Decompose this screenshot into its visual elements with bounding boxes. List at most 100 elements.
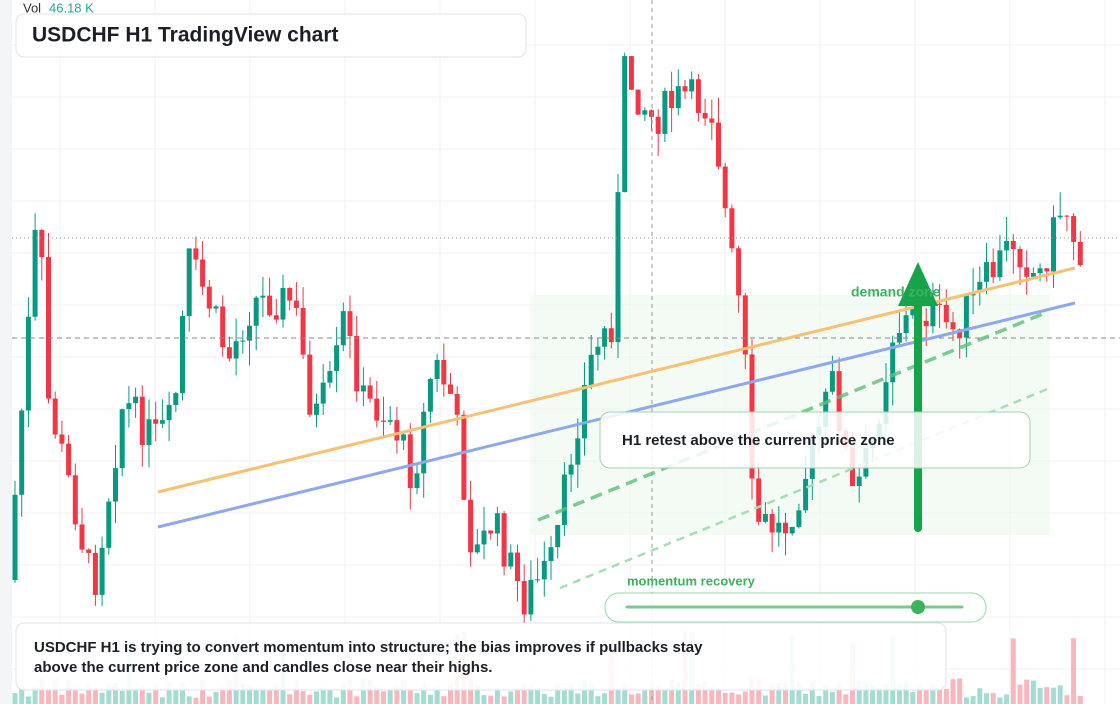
- volume-bar: [474, 685, 480, 704]
- title: USDCHF H1 TradingView chart: [32, 24, 339, 47]
- candle-body: [742, 295, 748, 355]
- volume-bar: [575, 693, 581, 704]
- volume-bar: [448, 685, 453, 704]
- volume-bar: [515, 688, 520, 704]
- volume-bar: [1051, 687, 1056, 704]
- retest-label: H1 retest above the current price zone: [622, 432, 895, 449]
- candle-body: [575, 438, 581, 465]
- volume-bar: [394, 685, 400, 704]
- volume-bar: [260, 687, 266, 704]
- volume-bar: [240, 683, 246, 704]
- candle-body: [635, 89, 641, 115]
- volume-bar: [99, 692, 105, 704]
- volume-bar: [742, 691, 748, 704]
- volume-bar: [635, 693, 641, 704]
- candle-body: [494, 513, 500, 534]
- candle-body: [1057, 215, 1063, 218]
- zone-label: demand zone: [851, 284, 941, 300]
- volume-bar: [736, 694, 742, 704]
- candle-body: [903, 315, 909, 334]
- volume-bar: [119, 690, 125, 704]
- candle-body: [1044, 268, 1050, 272]
- momentum-label: momentum recovery: [627, 573, 756, 588]
- volume-bar: [722, 692, 728, 704]
- volume-bar: [481, 695, 487, 704]
- candle-body: [454, 393, 460, 415]
- candle-body: [46, 257, 51, 399]
- candle-body: [106, 501, 112, 548]
- candle-body: [327, 370, 333, 383]
- volume-bar: [930, 683, 936, 704]
- volume-bar: [615, 690, 621, 704]
- candle-body: [66, 443, 72, 476]
- candle-body: [662, 90, 668, 134]
- volume-bar: [1044, 687, 1050, 704]
- volume-bar: [762, 695, 768, 704]
- vol-value: 46.18 K: [49, 0, 94, 15]
- candle-body: [240, 340, 246, 342]
- candle-body: [762, 513, 768, 522]
- volume-bar: [300, 691, 306, 704]
- candle-body: [146, 419, 152, 445]
- candle-body: [200, 259, 206, 287]
- volume-bar: [414, 693, 420, 704]
- volume-bar: [334, 697, 340, 704]
- volume-bar: [180, 682, 185, 704]
- volume-bar: [803, 693, 809, 704]
- volume-bar: [267, 690, 273, 704]
- volume-bar: [287, 694, 293, 704]
- candle-body: [448, 384, 453, 394]
- volume-bar: [662, 687, 668, 704]
- candle-body: [39, 229, 45, 258]
- volume-bar: [1057, 685, 1063, 704]
- candle-body: [669, 90, 675, 109]
- candle-body: [1010, 240, 1016, 250]
- candle-body: [783, 522, 788, 534]
- volume-bar: [1004, 694, 1010, 704]
- volume-bar: [863, 681, 869, 704]
- candle-body: [233, 341, 239, 359]
- volume-bar: [340, 683, 346, 704]
- volume-bar: [401, 679, 407, 704]
- candle-body: [381, 420, 386, 422]
- candle-body: [387, 420, 393, 422]
- volume-bar: [320, 686, 326, 704]
- volume-bar: [354, 696, 360, 704]
- candle-body: [890, 342, 896, 383]
- candle-body: [139, 396, 145, 445]
- candle-body: [99, 547, 105, 595]
- candle-body: [515, 552, 520, 582]
- vol-label: Vol: [23, 0, 41, 15]
- volume-bar: [521, 683, 527, 704]
- candle-body: [930, 303, 936, 327]
- candle-body: [307, 354, 313, 415]
- volume-bar: [702, 681, 708, 704]
- candle-body: [1004, 240, 1010, 251]
- volume-bar: [434, 686, 440, 704]
- candle-body: [803, 478, 809, 511]
- candle-body: [320, 382, 326, 404]
- volume-bar: [293, 679, 299, 704]
- candle-body: [568, 464, 574, 475]
- candle-body: [689, 79, 695, 92]
- volume-bar: [59, 694, 65, 704]
- volume-bar: [327, 690, 333, 704]
- candle-body: [394, 420, 400, 441]
- candle-body: [1051, 217, 1056, 272]
- volume-bar: [501, 696, 507, 704]
- candle-body: [628, 56, 634, 90]
- volume-bar: [836, 682, 842, 704]
- candle-body: [119, 409, 125, 469]
- volume-bar: [555, 683, 561, 704]
- volume-bar: [628, 694, 634, 704]
- volume-bar: [528, 685, 534, 704]
- volume-bar: [226, 680, 232, 704]
- volume-bar: [937, 689, 943, 704]
- volume-bar: [12, 693, 18, 704]
- candle-body: [474, 544, 480, 553]
- candle-body: [963, 295, 969, 338]
- candle-body: [253, 297, 259, 326]
- volume-bar: [796, 682, 802, 704]
- title-box: [15, 13, 527, 58]
- volume-bar: [595, 696, 601, 704]
